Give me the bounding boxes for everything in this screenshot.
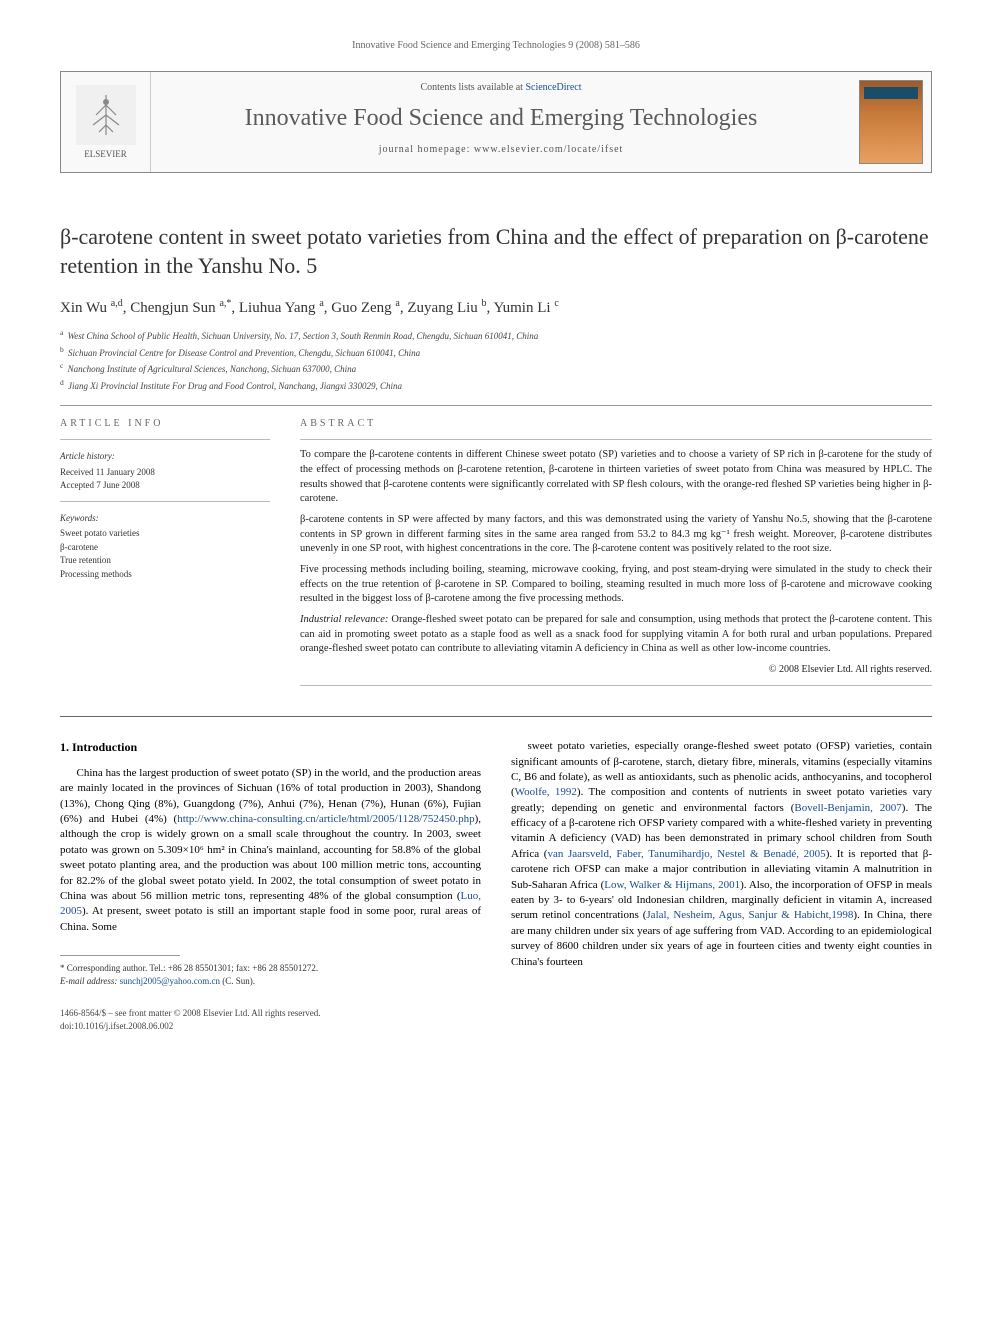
keywords-heading: Keywords:	[60, 512, 270, 526]
footnote-separator	[60, 955, 180, 956]
publisher-logo: ELSEVIER	[61, 72, 151, 172]
info-divider	[300, 439, 932, 440]
body-right-column: sweet potato varieties, especially orang…	[511, 739, 932, 1032]
section-number: 1.	[60, 740, 69, 754]
citation-link[interactable]: Low, Walker & Hijmans, 2001	[604, 879, 740, 891]
section-divider	[60, 716, 932, 717]
email-line: E-mail address: sunchj2005@yahoo.com.cn …	[60, 975, 481, 988]
info-abstract-row: ARTICLE INFO Article history: Received 1…	[60, 418, 932, 694]
abstract-paragraph: Five processing methods including boilin…	[300, 563, 932, 607]
publisher-name: ELSEVIER	[84, 149, 127, 159]
contents-available-line: Contents lists available at ScienceDirec…	[171, 82, 831, 93]
industrial-label: Industrial relevance:	[300, 614, 388, 625]
citation-link[interactable]: Bovell-Benjamin, 2007	[794, 802, 901, 814]
bottom-meta: 1466-8564/$ – see front matter © 2008 El…	[60, 1007, 481, 1032]
corresponding-author-note: * Corresponding author. Tel.: +86 28 855…	[60, 962, 481, 975]
citation-link[interactable]: Luo, 2005	[60, 890, 481, 917]
running-header: Innovative Food Science and Emerging Tec…	[60, 40, 932, 51]
body-two-column: 1. Introduction China has the largest pr…	[60, 739, 932, 1032]
body-paragraph: China has the largest production of swee…	[60, 766, 481, 935]
citation-link[interactable]: van Jaarsveld, Faber, Tanumihardjo, Nest…	[547, 848, 825, 860]
section-heading: 1. Introduction	[60, 739, 481, 756]
industrial-text: Orange-fleshed sweet potato can be prepa…	[300, 614, 932, 654]
footnotes-block: * Corresponding author. Tel.: +86 28 855…	[60, 962, 481, 987]
abstract-text: To compare the β-carotene contents in di…	[300, 448, 932, 677]
history-heading: Article history:	[60, 450, 270, 464]
article-title: β-carotene content in sweet potato varie…	[60, 223, 932, 280]
info-divider	[60, 501, 270, 502]
journal-title: Innovative Food Science and Emerging Tec…	[171, 105, 831, 132]
cover-image-icon	[859, 80, 923, 164]
journal-cover-thumbnail	[851, 72, 931, 172]
doi-line: doi:10.1016/j.ifset.2008.06.002	[60, 1020, 481, 1033]
keyword: Processing methods	[60, 568, 270, 582]
issn-line: 1466-8564/$ – see front matter © 2008 El…	[60, 1007, 481, 1020]
article-info-label: ARTICLE INFO	[60, 418, 270, 429]
article-info-block: Article history: Received 11 January 200…	[60, 450, 270, 581]
email-label: E-mail address:	[60, 976, 117, 986]
abstract-paragraph: To compare the β-carotene contents in di…	[300, 448, 932, 507]
info-divider	[300, 685, 932, 686]
affiliation: b Sichuan Provincial Centre for Disease …	[60, 344, 932, 361]
keyword: β-carotene	[60, 541, 270, 555]
header-center: Contents lists available at ScienceDirec…	[151, 72, 851, 172]
sciencedirect-link[interactable]: ScienceDirect	[525, 82, 581, 93]
affiliations-block: a West China School of Public Health, Si…	[60, 327, 932, 393]
citation-link[interactable]: Woolfe, 1992	[515, 786, 577, 798]
contents-prefix: Contents lists available at	[420, 82, 525, 93]
history-accepted: Accepted 7 June 2008	[60, 479, 270, 493]
divider	[60, 405, 932, 406]
journal-header-box: ELSEVIER Contents lists available at Sci…	[60, 71, 932, 173]
citation-link[interactable]: Jalal, Nesheim, Agus, Sanjur & Habicht,1…	[646, 909, 853, 921]
keyword: Sweet potato varieties	[60, 527, 270, 541]
copyright-line: © 2008 Elsevier Ltd. All rights reserved…	[300, 663, 932, 677]
affiliation: d Jiang Xi Provincial Institute For Drug…	[60, 377, 932, 394]
section-title: Introduction	[72, 740, 137, 754]
body-left-column: 1. Introduction China has the largest pr…	[60, 739, 481, 1032]
info-divider	[60, 439, 270, 440]
affiliation: c Nanchong Institute of Agricultural Sci…	[60, 360, 932, 377]
affiliation: a West China School of Public Health, Si…	[60, 327, 932, 344]
url-link[interactable]: http://www.china-consulting.cn/article/h…	[177, 813, 474, 825]
email-suffix: (C. Sun).	[222, 976, 255, 986]
email-link[interactable]: sunchj2005@yahoo.com.cn	[120, 976, 220, 986]
abstract-column: ABSTRACT To compare the β-carotene conte…	[300, 418, 932, 694]
authors-line: Xin Wu a,d, Chengjun Sun a,*, Liuhua Yan…	[60, 298, 932, 317]
abstract-paragraph: β-carotene contents in SP were affected …	[300, 513, 932, 557]
industrial-relevance: Industrial relevance: Orange-fleshed swe…	[300, 613, 932, 657]
article-info-column: ARTICLE INFO Article history: Received 1…	[60, 418, 270, 694]
keyword: True retention	[60, 554, 270, 568]
body-paragraph: sweet potato varieties, especially orang…	[511, 739, 932, 970]
elsevier-tree-icon	[76, 85, 136, 145]
journal-homepage: journal homepage: www.elsevier.com/locat…	[171, 144, 831, 155]
abstract-label: ABSTRACT	[300, 418, 932, 429]
history-received: Received 11 January 2008	[60, 466, 270, 480]
